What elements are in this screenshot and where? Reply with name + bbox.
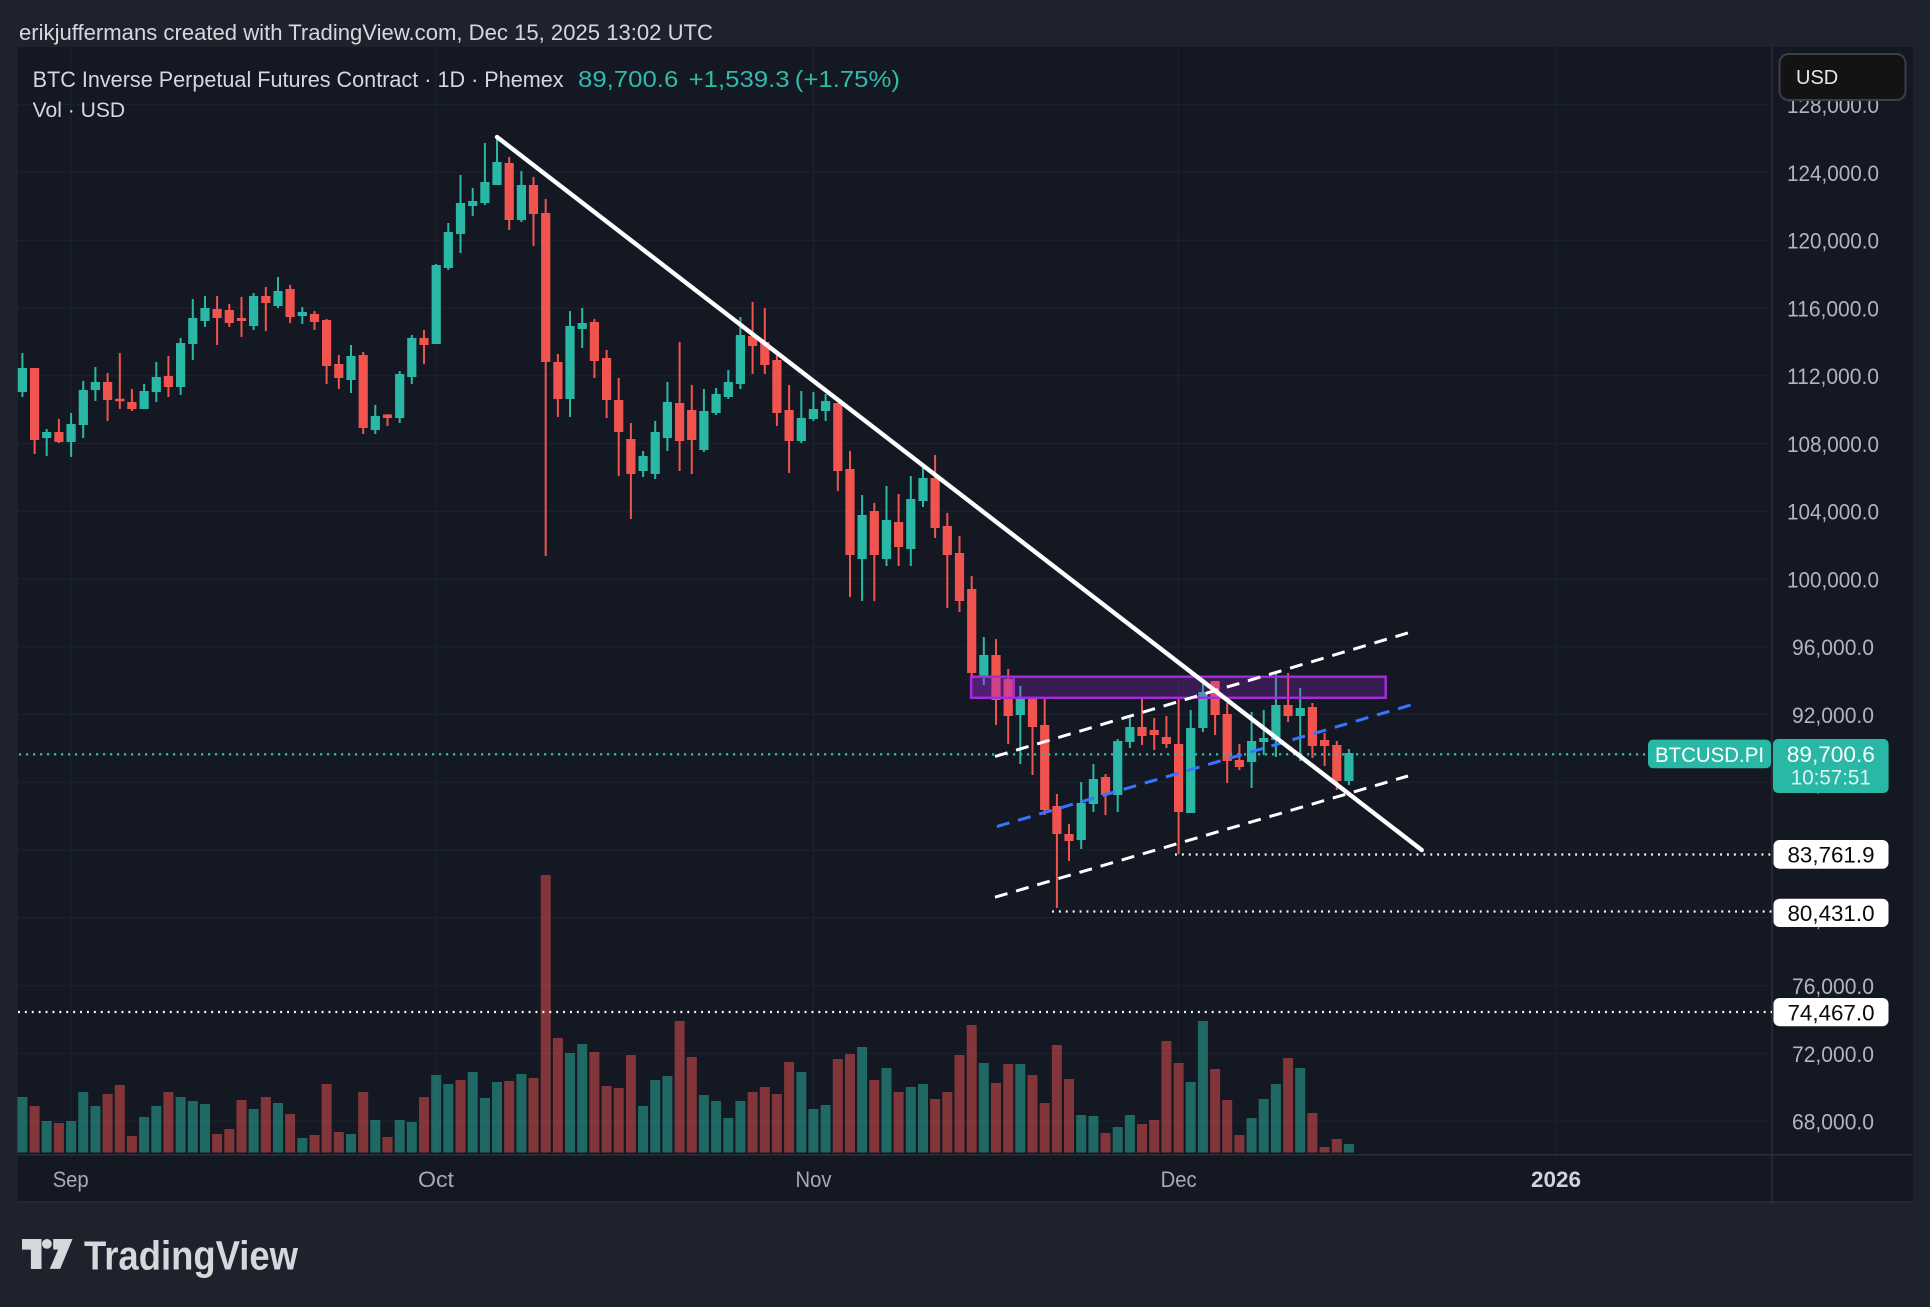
svg-text:83,761.9: 83,761.9 [1788,843,1875,868]
svg-text:BTC Inverse Perpetual Futures: BTC Inverse Perpetual Futures Contract ·… [33,67,564,92]
svg-text:BTCUSD.PI: BTCUSD.PI [1655,744,1764,767]
svg-text:Nov: Nov [796,1167,832,1192]
svg-text:108,000.0: 108,000.0 [1787,432,1879,457]
svg-text:120,000.0: 120,000.0 [1787,229,1879,254]
svg-text:68,000.0: 68,000.0 [1792,1110,1874,1135]
svg-text:10:57:51: 10:57:51 [1791,767,1871,790]
svg-text:Dec: Dec [1161,1167,1197,1192]
svg-text:USD: USD [1796,67,1838,89]
svg-text:116,000.0: 116,000.0 [1787,297,1879,322]
svg-text:erikjuffermans created with Tr: erikjuffermans created with TradingView.… [19,20,713,45]
svg-text:Oct: Oct [418,1167,454,1192]
svg-text:2026: 2026 [1531,1167,1581,1192]
svg-text:112,000.0: 112,000.0 [1787,364,1879,389]
svg-text:92,000.0: 92,000.0 [1792,703,1874,728]
svg-text:104,000.0: 104,000.0 [1787,500,1879,525]
svg-text:96,000.0: 96,000.0 [1792,635,1874,660]
svg-text:100,000.0: 100,000.0 [1787,568,1879,593]
svg-text:89,700.6 +1,539.3 (+1.75%): 89,700.6 +1,539.3 (+1.75%) [578,66,900,92]
svg-text:Sep: Sep [53,1167,89,1192]
svg-text:Vol · USD: Vol · USD [33,99,126,122]
svg-text:74,467.0: 74,467.0 [1788,1001,1875,1026]
svg-text:80,431.0: 80,431.0 [1788,901,1875,926]
svg-text:89,700.6: 89,700.6 [1787,742,1875,767]
svg-text:72,000.0: 72,000.0 [1792,1042,1874,1067]
svg-text:76,000.0: 76,000.0 [1792,974,1874,999]
svg-text:124,000.0: 124,000.0 [1787,161,1879,186]
svg-text:TradingView: TradingView [84,1233,298,1279]
